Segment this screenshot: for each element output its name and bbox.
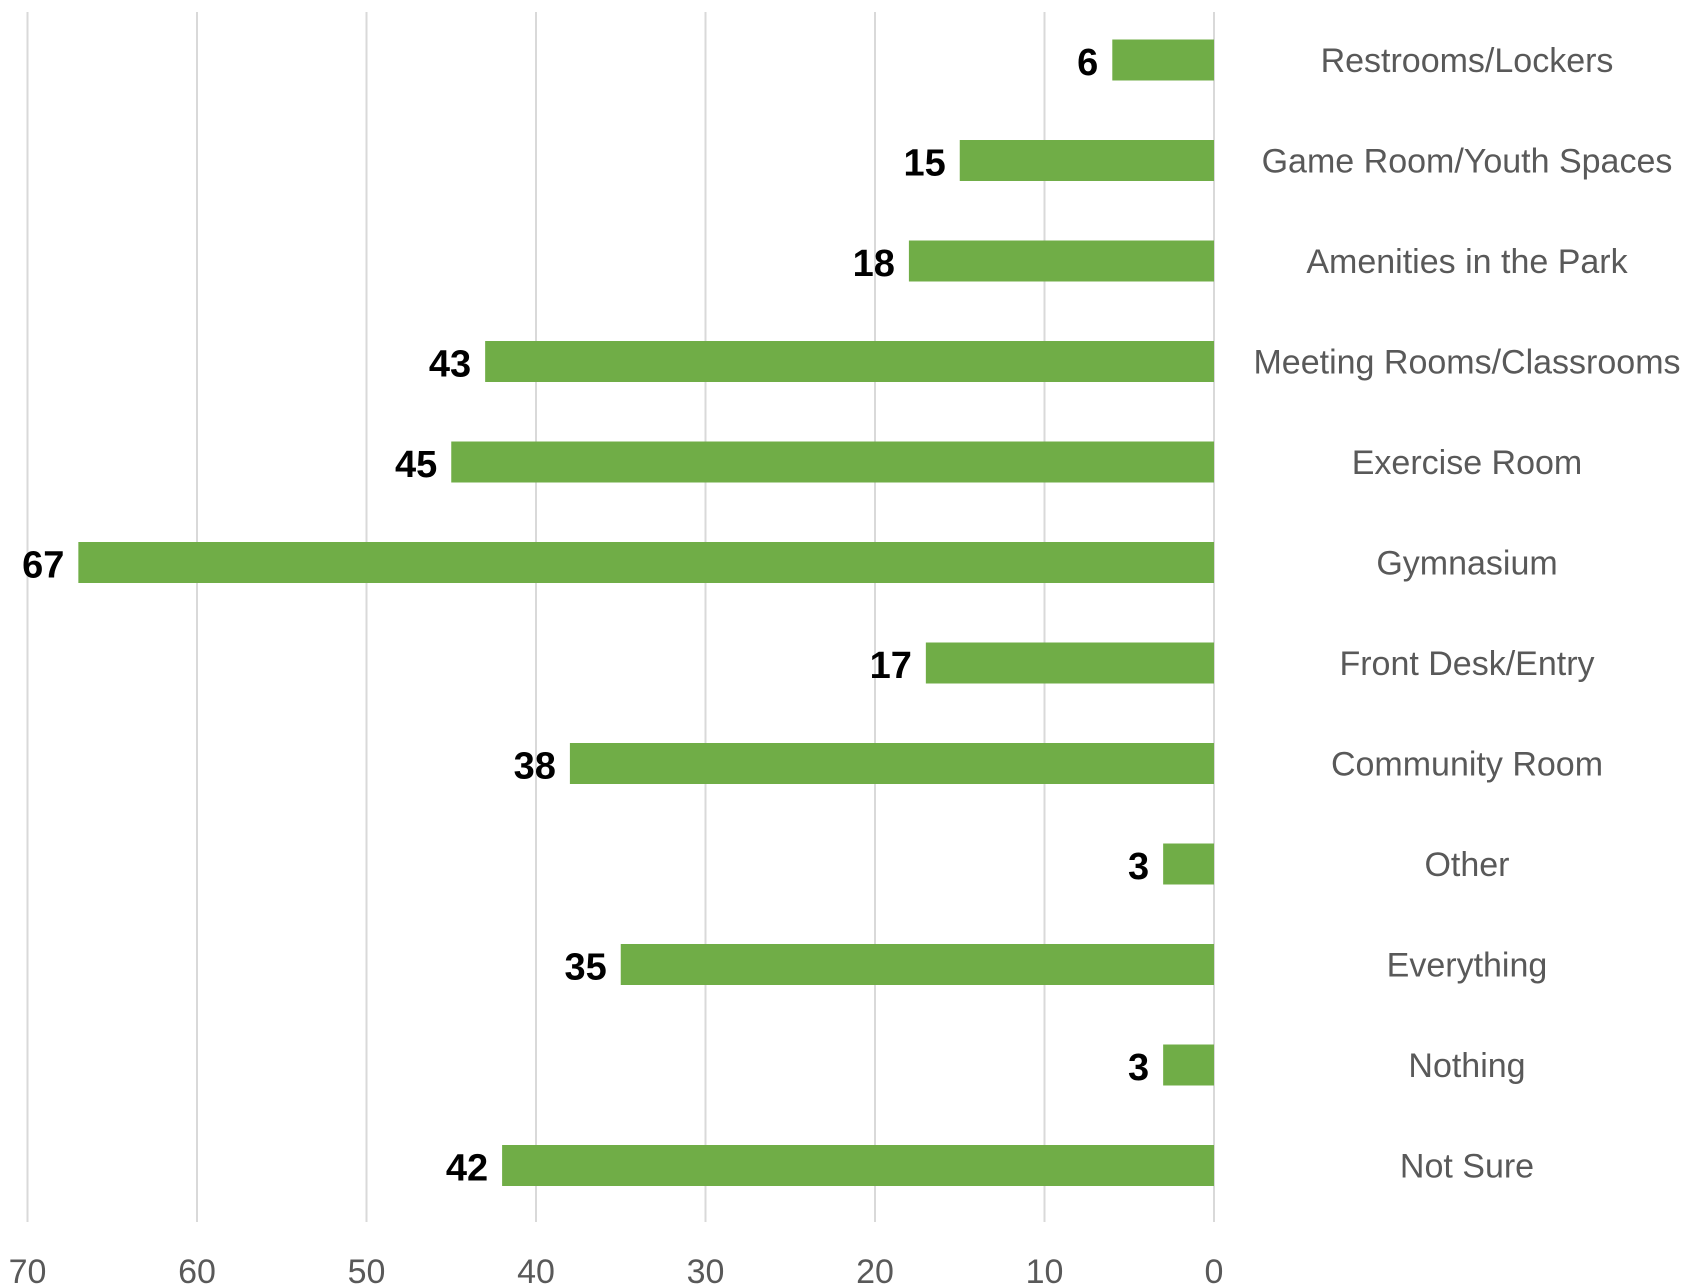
data-label-gymnasium: 67 xyxy=(22,545,64,587)
data-label-amenities-in-the-park: 18 xyxy=(853,243,895,285)
category-label-not-sure: Not Sure xyxy=(1400,1148,1534,1186)
x-tick-label-0: 0 xyxy=(1205,1253,1224,1288)
category-label-amenities-in-the-park: Amenities in the Park xyxy=(1306,243,1628,281)
bar-meeting-rooms-classrooms xyxy=(485,341,1214,382)
x-tick-label-30: 30 xyxy=(687,1253,725,1288)
category-label-meeting-rooms-classrooms: Meeting Rooms/Classrooms xyxy=(1253,344,1680,382)
bar-gymnasium xyxy=(78,542,1215,583)
grid-lines xyxy=(26,12,1215,1222)
category-label-restrooms-lockers: Restrooms/Lockers xyxy=(1321,42,1614,80)
category-label-community-room: Community Room xyxy=(1331,746,1603,784)
bar-exercise-room xyxy=(451,441,1214,483)
bar-restrooms-lockers xyxy=(1112,39,1214,81)
category-label-other: Other xyxy=(1424,846,1509,884)
data-label-front-desk-entry: 17 xyxy=(870,645,912,687)
data-label-not-sure: 42 xyxy=(446,1148,488,1190)
category-label-front-desk-entry: Front Desk/Entry xyxy=(1339,645,1594,683)
x-tick-label-10: 10 xyxy=(1026,1253,1064,1288)
data-label-exercise-room: 45 xyxy=(395,444,437,486)
data-label-meeting-rooms-classrooms: 43 xyxy=(429,344,471,386)
category-label-gymnasium: Gymnasium xyxy=(1376,545,1557,583)
bar-everything xyxy=(620,944,1214,985)
data-label-other: 3 xyxy=(1128,846,1149,888)
data-label-game-room-youth-spaces: 15 xyxy=(903,143,945,185)
data-label-restrooms-lockers: 6 xyxy=(1077,42,1098,84)
bar-front-desk-entry xyxy=(925,642,1214,684)
bar-game-room-youth-spaces xyxy=(959,140,1214,181)
data-labels: 6 15 18 43 45 67 17 38 3 35 3 42 xyxy=(22,42,1149,1190)
category-label-game-room-youth-spaces: Game Room/Youth Spaces xyxy=(1262,143,1673,181)
data-label-everything: 35 xyxy=(564,947,606,989)
x-tick-label-70: 70 xyxy=(9,1253,47,1288)
x-tick-labels: 70 60 50 40 30 20 10 0 xyxy=(9,1253,1224,1288)
category-label-nothing: Nothing xyxy=(1408,1047,1525,1085)
category-labels: Restrooms/Lockers Game Room/Youth Spaces A… xyxy=(1253,42,1680,1186)
x-tick-label-60: 60 xyxy=(178,1253,216,1288)
data-label-community-room: 38 xyxy=(514,746,556,788)
data-label-nothing: 3 xyxy=(1128,1047,1149,1089)
bar-amenities-in-the-park xyxy=(908,240,1214,282)
bar-community-room xyxy=(569,743,1214,784)
category-label-exercise-room: Exercise Room xyxy=(1352,444,1583,482)
category-label-everything: Everything xyxy=(1387,947,1548,985)
x-tick-label-50: 50 xyxy=(348,1253,386,1288)
bars xyxy=(78,39,1215,1186)
bar-other xyxy=(1163,843,1214,885)
x-tick-label-20: 20 xyxy=(856,1253,894,1288)
bar-nothing xyxy=(1163,1044,1214,1086)
bar-not-sure xyxy=(502,1145,1215,1186)
x-tick-label-40: 40 xyxy=(517,1253,555,1288)
